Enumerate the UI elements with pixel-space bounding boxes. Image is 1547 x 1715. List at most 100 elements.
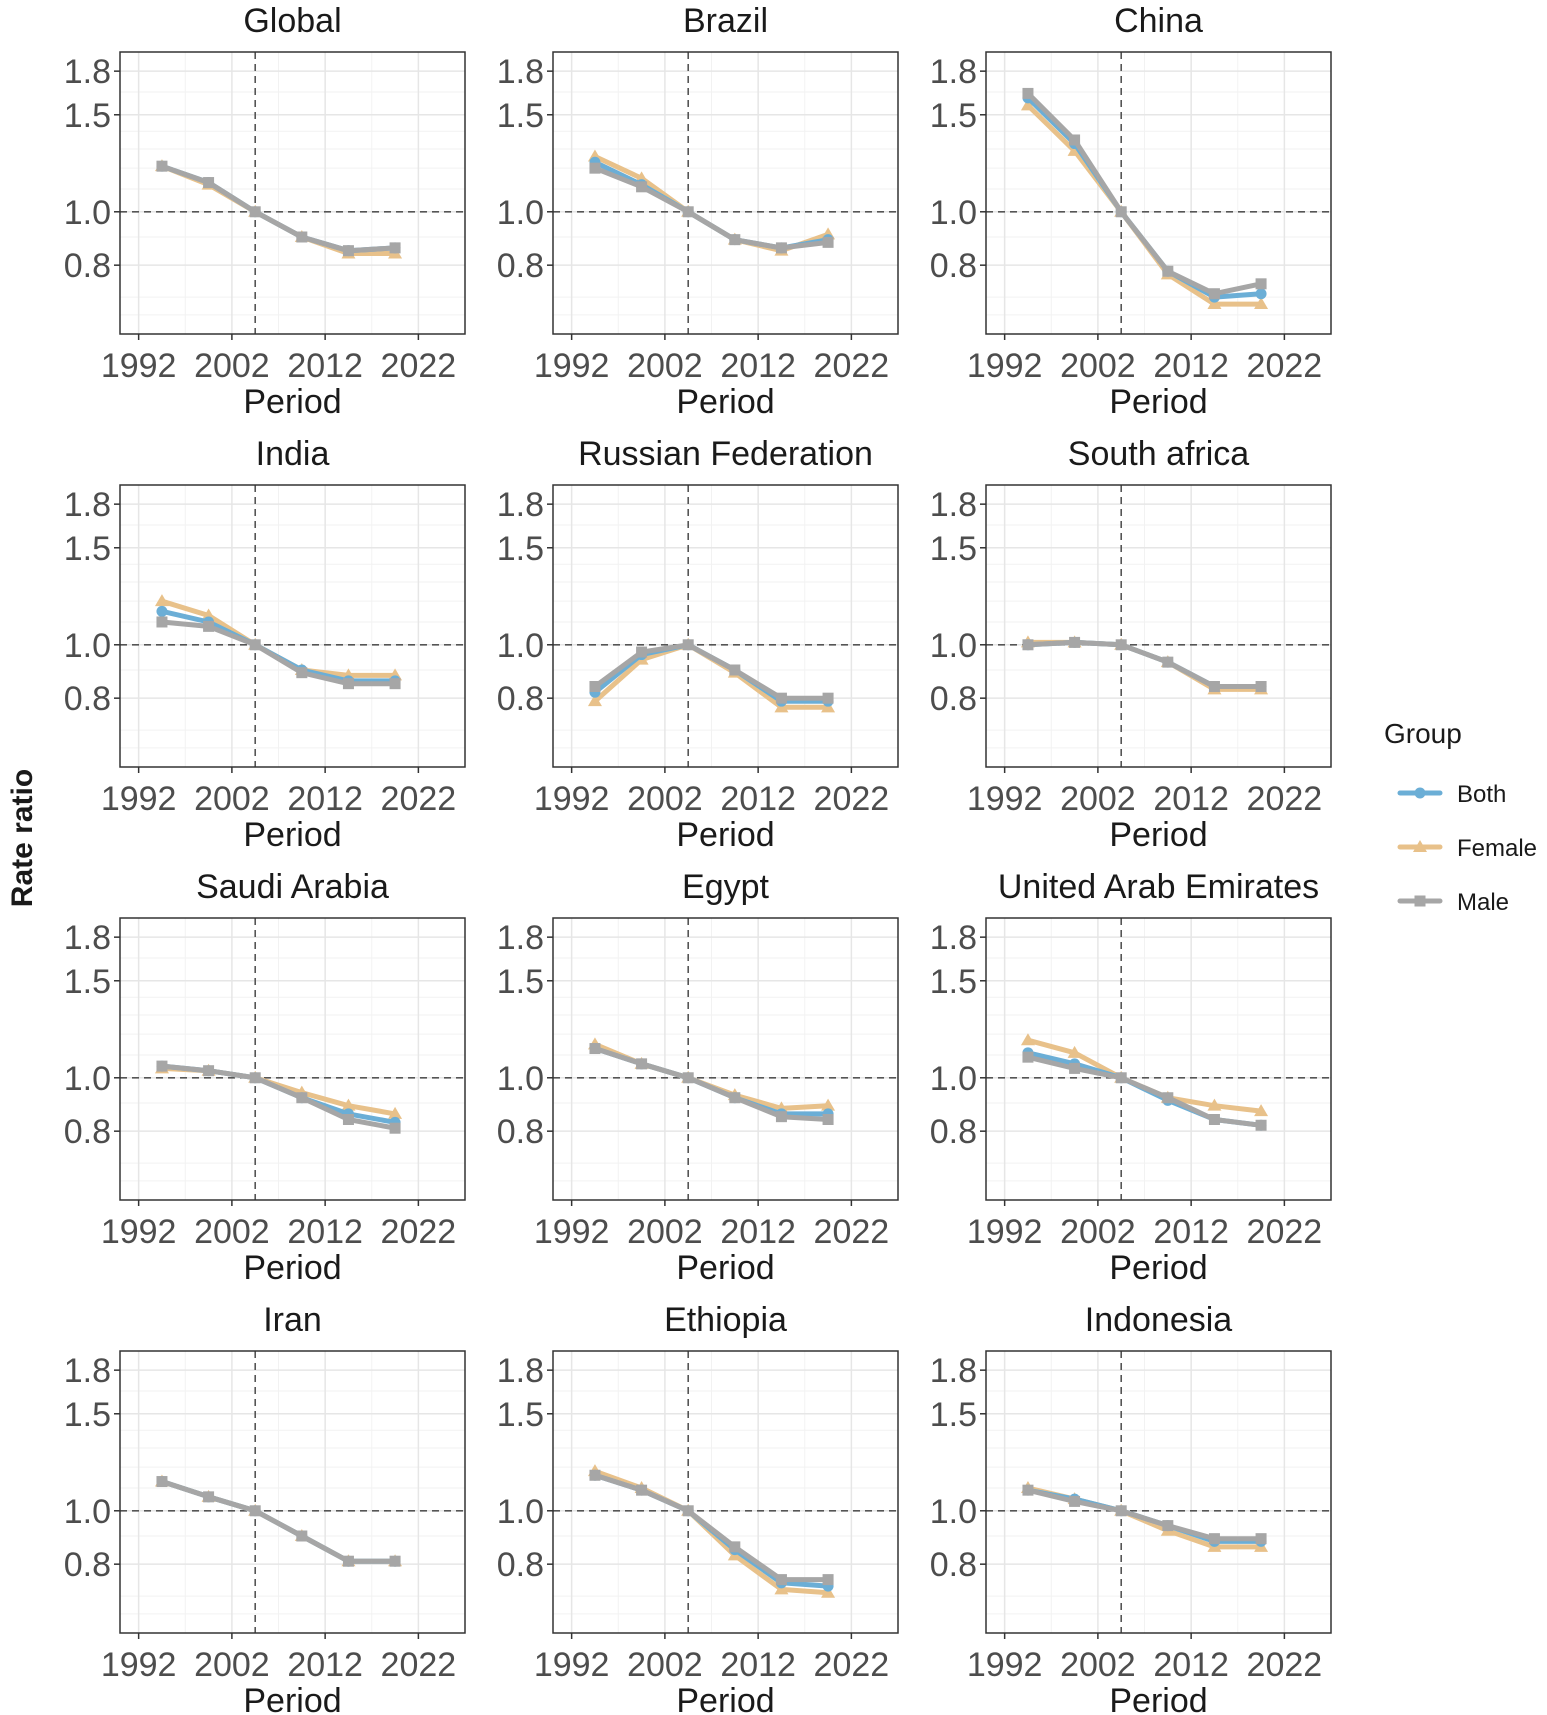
data-point-male [389,1122,401,1134]
y-tick-label: 1.5 [497,530,544,568]
y-tick-label: 1.5 [497,963,544,1001]
y-tick-label: 1.5 [64,530,111,568]
data-point-male [589,162,601,174]
x-tick-label: 1992 [101,347,177,385]
x-tick-label: 2022 [814,1213,890,1251]
x-tick-label: 2012 [1153,780,1229,818]
series-line-male [592,642,831,701]
data-point-male [1208,288,1220,300]
y-tick-label: 1.8 [930,486,977,524]
x-axis-label: Period [1109,816,1207,854]
x-tick-label: 2022 [1247,780,1323,818]
y-tick-label: 1.8 [64,919,111,957]
series-male [589,1043,834,1125]
x-tick-label: 2012 [287,347,363,385]
y-tick-label: 1.5 [497,1396,544,1434]
x-tick-label: 2022 [1247,1213,1323,1251]
y-tick-label: 1.0 [64,627,111,665]
y-tick-label: 0.8 [930,680,977,718]
y-tick-label: 0.8 [64,680,111,718]
panel-border [985,917,1332,1201]
data-point-male [729,234,741,246]
legend-label: Female [1457,835,1537,862]
data-point-male [775,692,787,704]
data-point-male [682,639,694,651]
panel-border [552,484,899,768]
panel-background [986,485,1331,767]
x-tick-label: 1992 [534,780,610,818]
data-point-male [1208,1533,1220,1545]
data-point-male [249,1505,261,1517]
x-tick-label: 2022 [381,347,457,385]
legend: Group Both Female Male [1384,718,1537,916]
y-tick-label: 1.8 [64,486,111,524]
x-tick-label: 2002 [194,1646,270,1684]
x-axis-label: Period [1109,1249,1207,1287]
y-tick-label: 0.8 [64,1546,111,1584]
data-point-male [822,1574,834,1586]
data-point-male [682,1505,694,1517]
y-tick-label: 0.8 [497,1113,544,1151]
data-point-both [156,605,168,617]
x-axis-label: Period [243,1682,341,1715]
x-tick-label: 1992 [967,780,1043,818]
data-point-male [1115,1505,1127,1517]
data-point-male [1069,1495,1081,1507]
y-tick-label: 1.8 [497,486,544,524]
data-point-male [249,639,261,651]
y-tick-label: 1.0 [930,1493,977,1531]
panel-title: Saudi Arabia [196,868,389,906]
data-point-male [1255,680,1267,692]
series-male [156,616,401,690]
data-point-male [636,181,648,193]
data-point-female [1254,297,1269,310]
panels: 1992 2002 2012 2022 0.8 1.0 1.5 1.8 Global Period… [64,2,1332,1715]
data-point-male [342,245,354,257]
legend-item-male: Male [1397,889,1509,916]
data-point-male [636,646,648,658]
data-point-male [636,1484,648,1496]
panel-saudi-arabia: 1992 2002 2012 2022 0.8 1.0 1.5 1.8 Saudi Arabia… [64,868,466,1287]
data-point-female [1020,98,1035,111]
x-tick-label: 2022 [814,1646,890,1684]
x-tick-label: 2022 [381,1213,457,1251]
y-tick-label: 1.0 [64,1493,111,1531]
x-tick-label: 1992 [534,1213,610,1251]
y-tick-label: 1.5 [64,97,111,135]
data-point-male [249,206,261,218]
x-tick-label: 2022 [1247,1646,1323,1684]
series-male [589,1469,834,1586]
data-point-male [775,242,787,254]
data-point-male [822,1113,834,1125]
series-line-male [159,619,398,687]
data-point-male [203,177,215,189]
y-tick-label: 1.5 [497,97,544,135]
panel-background [120,485,465,767]
series-male [1022,636,1267,692]
panel-brazil: 1992 2002 2012 2022 0.8 1.0 1.5 1.8 Brazil Period [497,2,899,421]
x-tick-label: 1992 [101,1213,177,1251]
data-point-male [822,692,834,704]
x-tick-label: 2012 [720,1213,796,1251]
data-point-male [1022,1051,1034,1063]
data-point-male [296,231,308,243]
panel-border [985,1350,1332,1634]
x-axis-label: Period [243,383,341,421]
y-tick-label: 0.8 [497,247,544,285]
y-tick-label: 1.8 [497,53,544,91]
data-point-female [1207,1098,1222,1111]
panel-background [553,918,898,1200]
y-tick-label: 1.8 [497,1352,544,1390]
legend-item-female: Female [1397,835,1537,862]
data-point-male [249,1072,261,1084]
series-male [589,639,834,704]
data-point-male [342,678,354,690]
x-tick-label: 2012 [720,347,796,385]
x-tick-label: 2002 [627,780,703,818]
y-tick-label: 1.0 [930,194,977,232]
x-tick-label: 2022 [381,780,457,818]
x-axis-label: Period [676,1682,774,1715]
data-point-female [341,1098,356,1111]
y-tick-label: 0.8 [930,1113,977,1151]
